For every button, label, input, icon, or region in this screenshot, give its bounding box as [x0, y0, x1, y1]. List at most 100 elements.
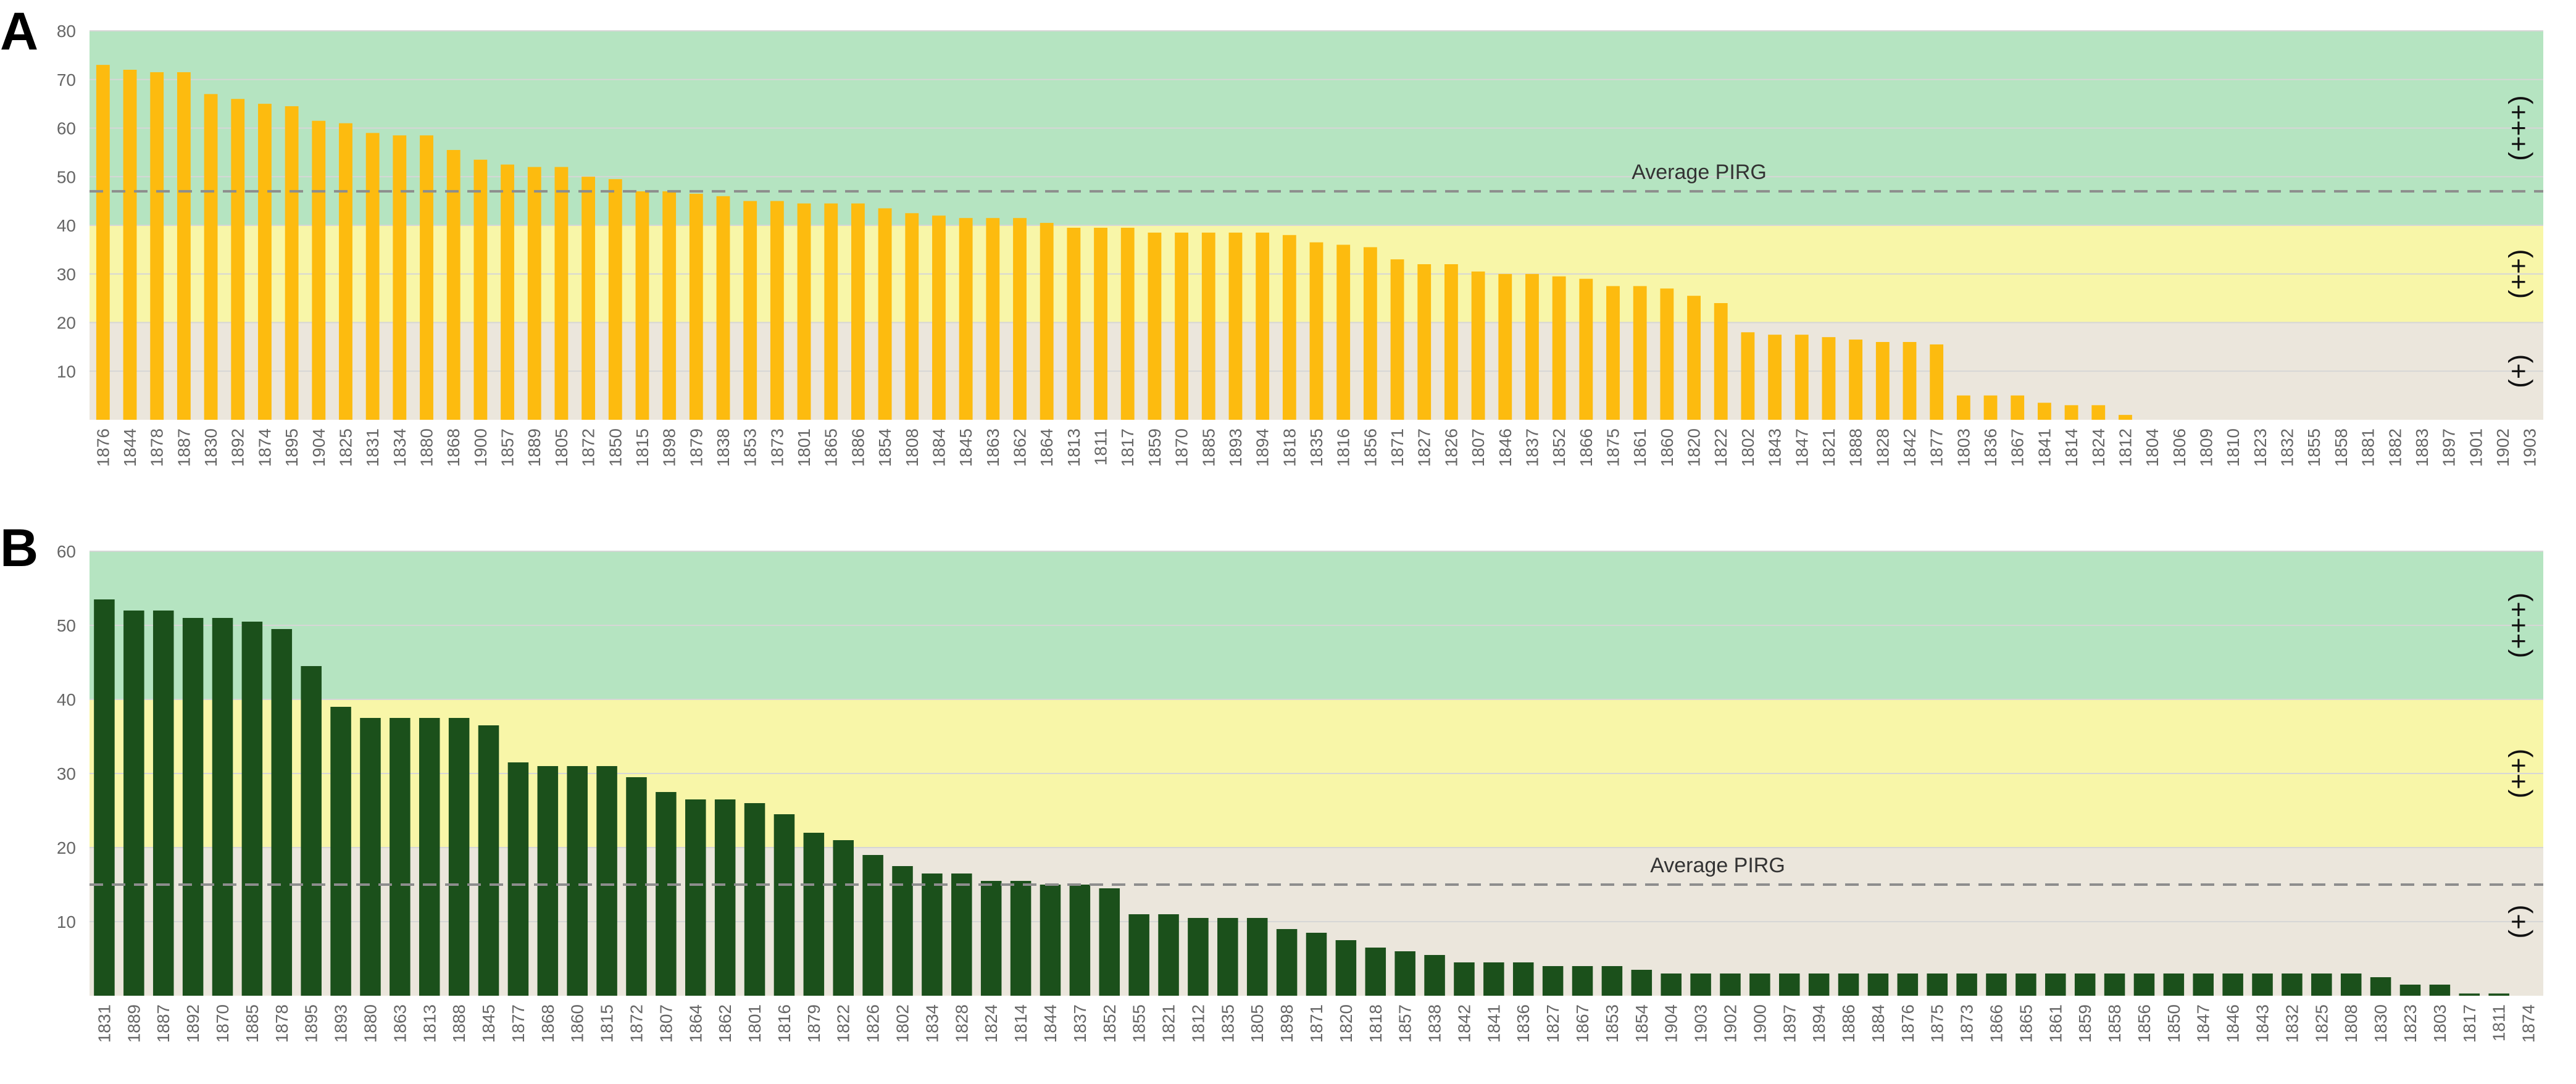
x-tick-label: 1814 [2062, 428, 2081, 467]
bar-1859 [1148, 232, 1162, 420]
x-tick-label: 1822 [834, 1004, 853, 1043]
bar-1828 [951, 873, 972, 996]
x-tick-label: 1888 [449, 1004, 469, 1043]
x-tick-label: 1814 [1011, 1004, 1030, 1043]
x-tick-label: 1903 [2520, 428, 2540, 467]
x-tick-label: 1861 [2046, 1004, 2065, 1043]
y-tick-label: 30 [57, 764, 76, 783]
x-tick-label: 1878 [272, 1004, 291, 1043]
bar-1803 [2429, 985, 2451, 996]
x-tick-label: 1885 [243, 1004, 262, 1043]
x-tick-label: 1823 [2251, 428, 2270, 467]
bar-1850 [2163, 974, 2185, 996]
bar-1802 [892, 866, 913, 996]
bar-1885 [241, 622, 263, 996]
x-tick-label: 1900 [1750, 1004, 1769, 1043]
band-label-band-high: (+++) [2504, 95, 2534, 161]
x-tick-label: 1827 [1415, 428, 1434, 467]
bar-1894 [1256, 232, 1270, 420]
y-tick-label: 30 [57, 265, 76, 284]
bar-1826 [862, 855, 883, 996]
chart-panel-b: 10 20 30 40 50 60 Average PIRG (+++) (++) (+) 1831… [0, 519, 2543, 1043]
x-tick-label: 1838 [1425, 1004, 1444, 1043]
x-tick-label: 1871 [1388, 428, 1407, 467]
x-tick-label: 1886 [848, 428, 867, 467]
x-tick-label: 1807 [1469, 428, 1488, 467]
bar-1874 [258, 104, 272, 420]
bar-1904 [312, 120, 326, 420]
x-tick-label: 1847 [1792, 428, 1811, 467]
x-tick-label: 1866 [1987, 1004, 2006, 1043]
bar-1844 [1040, 885, 1061, 996]
x-tick-label: 1865 [822, 428, 841, 467]
bar-1837 [1069, 885, 1091, 996]
x-tick-label: 1834 [390, 428, 409, 467]
bar-1895 [301, 666, 322, 996]
bar-1825 [339, 123, 352, 420]
bar-1814 [1010, 881, 1032, 996]
x-tick-label: 1842 [1900, 428, 1919, 467]
x-tick-label: 1802 [893, 1004, 912, 1043]
bar-1814 [2064, 405, 2078, 420]
bar-1877 [507, 762, 529, 996]
bar-1898 [662, 191, 677, 420]
bar-1823 [2399, 985, 2421, 996]
x-tick-label: 1857 [1396, 1004, 1415, 1043]
bar-1838 [1424, 955, 1445, 996]
y-tick-label: 10 [57, 362, 76, 381]
bar-1858 [2104, 974, 2125, 996]
x-tick-label: 1838 [714, 428, 733, 467]
x-tick-label: 1887 [174, 428, 193, 467]
bar-1847 [2193, 974, 2214, 996]
bar-series [96, 65, 2132, 420]
bar-1834 [393, 135, 407, 420]
bar-1894 [1808, 974, 1830, 996]
x-tick-label: 1852 [1100, 1004, 1119, 1043]
x-tick-label: 1822 [1711, 428, 1730, 467]
bar-1841 [2037, 402, 2051, 420]
x-tick-label: 1828 [952, 1004, 971, 1043]
band-label-band-low: (+) [2504, 354, 2534, 388]
x-tick-label: 1855 [2304, 428, 2324, 467]
bar-1844 [123, 70, 137, 420]
x-tick-label: 1894 [1253, 428, 1272, 467]
bar-1841 [1483, 962, 1504, 996]
x-tick-label: 1803 [2430, 1004, 2449, 1043]
x-tick-label: 1875 [1928, 1004, 1947, 1043]
x-tick-label: 1895 [302, 1004, 321, 1043]
bar-1812 [2119, 415, 2132, 420]
bar-1813 [419, 718, 440, 996]
bar-1892 [182, 618, 204, 996]
bar-1846 [2222, 974, 2243, 996]
bar-1853 [743, 201, 757, 420]
x-tick-label: 1843 [1765, 428, 1785, 467]
bar-1870 [212, 618, 233, 996]
bar-1808 [905, 213, 919, 420]
bar-1898 [1276, 929, 1298, 996]
bar-1855 [1128, 914, 1149, 996]
x-tick-label: 1837 [1070, 1004, 1090, 1043]
bar-1807 [656, 792, 677, 996]
bar-1854 [1631, 970, 1653, 996]
bar-1835 [1217, 918, 1238, 996]
x-tick-label: 1836 [1981, 428, 2000, 467]
x-tick-label: 1864 [686, 1004, 705, 1043]
x-tick-label: 1801 [745, 1004, 764, 1043]
bar-1889 [123, 611, 144, 996]
bar-1843 [2252, 974, 2273, 996]
bar-1885 [1201, 232, 1215, 420]
bar-1835 [1309, 242, 1323, 420]
x-tick-label: 1832 [2278, 428, 2297, 467]
bar-1817 [1120, 227, 1135, 420]
bar-1886 [851, 203, 865, 420]
bar-1878 [150, 72, 164, 420]
x-tick-label: 1835 [1218, 1004, 1237, 1043]
x-tick-label: 1808 [902, 428, 922, 467]
x-tick-label: 1858 [2105, 1004, 2124, 1043]
x-tick-label: 1807 [656, 1004, 675, 1043]
x-tick-label: 1873 [1957, 1004, 1977, 1043]
x-tick-label: 1879 [686, 428, 706, 467]
bar-1865 [2015, 974, 2036, 996]
x-tick-label: 1859 [1145, 428, 1164, 467]
bar-1880 [360, 718, 381, 996]
